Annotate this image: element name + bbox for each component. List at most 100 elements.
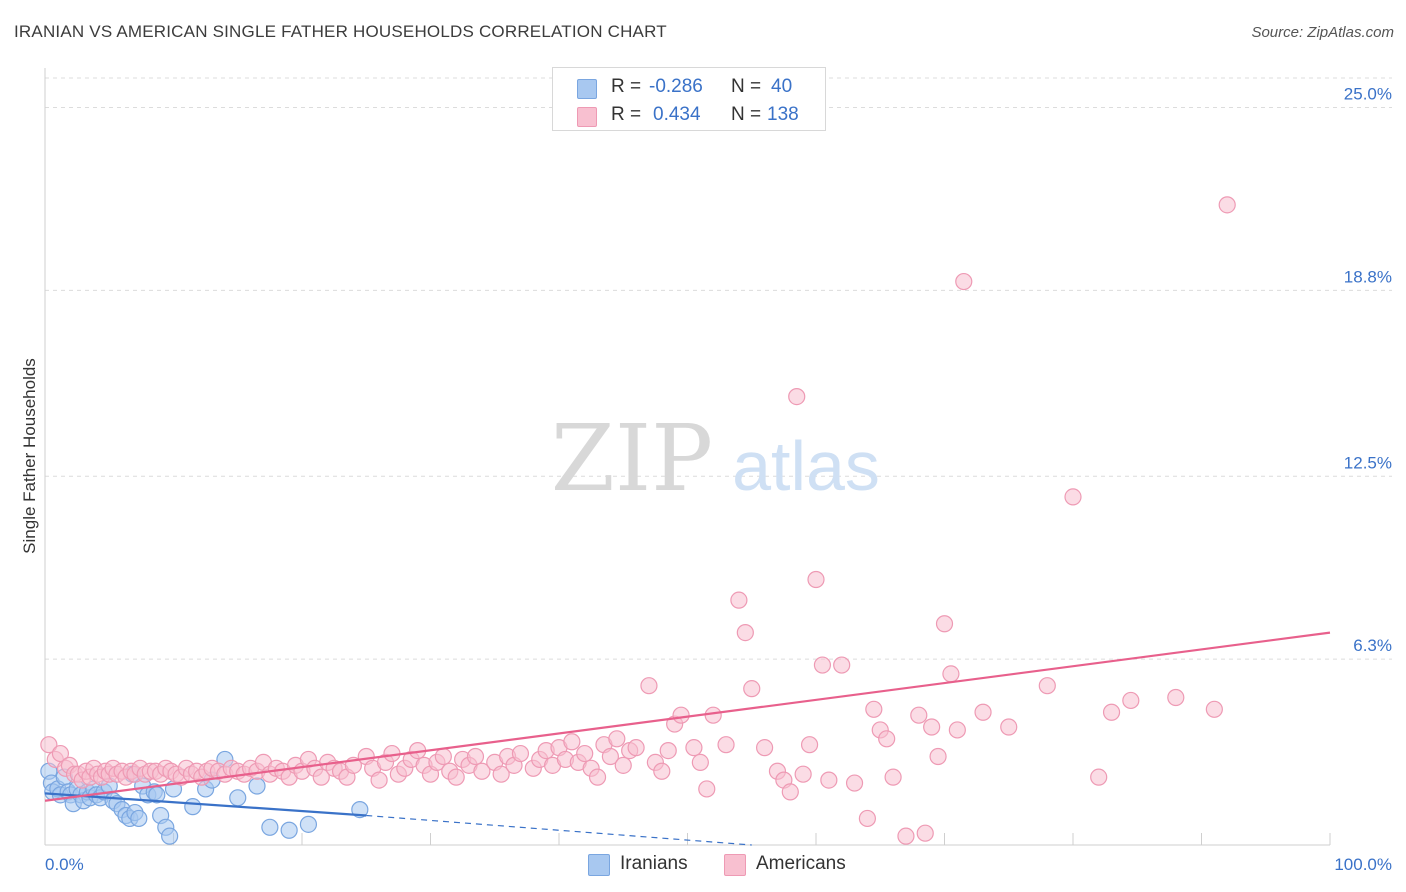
iranian-trend-line	[44, 792, 367, 817]
american-point	[608, 730, 626, 748]
legend-n-label: N =	[731, 104, 762, 125]
watermark-atlas: atlas	[732, 427, 880, 505]
x-tick-label-0: 0.0%	[45, 855, 84, 874]
tick-labels: 6.3% 12.5% 18.8% 25.0% 0.0% 100.0%	[45, 85, 1392, 875]
bottom-legend-label-iranians: Iranians	[620, 853, 688, 874]
chart-title: IRANIAN VS AMERICAN SINGLE FATHER HOUSEH…	[14, 22, 667, 41]
american-point	[1205, 700, 1223, 718]
american-point	[1102, 703, 1121, 721]
american-point	[897, 827, 915, 845]
legend-row-americans: R = 0.434 N = 138	[553, 101, 825, 129]
y-tick-label-1: 12.5%	[1344, 453, 1392, 472]
iranian-point	[280, 821, 298, 839]
y-tick-label-2: 18.8%	[1344, 267, 1392, 286]
american-point	[466, 747, 485, 766]
trend-lines	[44, 631, 1331, 846]
american-point	[511, 744, 530, 763]
american-point	[807, 570, 825, 589]
american-point	[942, 665, 960, 683]
iranian-point	[229, 789, 247, 807]
american-point	[1000, 718, 1018, 736]
american-point	[1064, 488, 1082, 506]
x-tick-label-1: 100.0%	[1334, 855, 1392, 874]
american-point	[730, 591, 748, 609]
y-tick-label-3: 25.0%	[1344, 85, 1392, 104]
source-credit: Source: ZipAtlas.com	[1251, 24, 1394, 41]
american-point	[1090, 768, 1108, 786]
data-points	[40, 196, 1236, 845]
american-point	[1038, 677, 1056, 695]
y-tick-label-0: 6.3%	[1353, 636, 1392, 655]
american-point	[627, 739, 645, 757]
american-point	[1218, 196, 1236, 214]
american-point	[878, 730, 896, 748]
iranian-point	[261, 818, 279, 836]
iranian-point	[161, 827, 179, 845]
iranian-point	[248, 777, 266, 795]
american-point	[910, 706, 928, 724]
american-point	[929, 747, 947, 766]
american-point	[974, 703, 992, 721]
american-point	[800, 736, 819, 754]
american-point	[447, 768, 465, 786]
american-point	[312, 768, 330, 786]
american-point	[833, 656, 851, 674]
gridlines	[45, 77, 1392, 660]
american-point	[717, 736, 735, 754]
american-point	[434, 747, 452, 766]
american-point	[1122, 691, 1140, 710]
american-point	[698, 780, 716, 798]
stats-legend: R = -0.286 N = 40 R = 0.434 N = 138	[552, 67, 826, 131]
american-point	[813, 656, 832, 674]
legend-n-value-iranians: 40	[771, 76, 793, 97]
american-point	[40, 736, 58, 754]
iranian-point	[351, 800, 369, 819]
iranian-point	[299, 815, 318, 833]
american-point	[672, 706, 690, 724]
american-point	[563, 733, 581, 751]
american-point	[865, 700, 883, 718]
american-point	[370, 771, 388, 789]
american-point	[653, 762, 671, 780]
american-point	[948, 721, 966, 739]
legend-n-label: N =	[731, 76, 762, 97]
iranian-point	[130, 809, 148, 828]
legend-r-value-iranians: -0.286	[649, 76, 703, 97]
american-point	[923, 718, 941, 736]
american-point	[614, 756, 632, 774]
legend-r-value-americans: 0.434	[653, 104, 701, 125]
american-point	[704, 706, 722, 724]
bottom-legend-swatch-iranians	[588, 854, 610, 876]
bottom-legend-label-americans: Americans	[756, 853, 846, 874]
legend-swatch-americans	[577, 107, 597, 127]
american-point	[845, 774, 864, 792]
american-point	[736, 623, 754, 642]
american-point	[884, 768, 902, 786]
american-point	[916, 824, 934, 842]
legend-row-iranians: R = -0.286 N = 40	[553, 73, 825, 101]
american-point	[788, 388, 806, 406]
american-point	[820, 771, 838, 789]
legend-r-label: R =	[611, 104, 642, 125]
american-point	[473, 762, 491, 780]
american-point	[492, 765, 510, 783]
american-point	[640, 677, 658, 695]
american-point	[576, 744, 594, 763]
legend-r-label: R =	[611, 76, 642, 97]
legend-n-value-americans: 138	[767, 104, 799, 125]
american-point	[685, 739, 703, 757]
iranian-point	[184, 798, 202, 816]
american-point	[659, 741, 677, 760]
american-point	[743, 680, 761, 698]
american-point	[781, 783, 799, 801]
american-point	[691, 753, 709, 772]
american-point	[858, 809, 877, 828]
american-point	[955, 272, 973, 291]
american-point	[755, 739, 774, 757]
american-point	[1167, 688, 1185, 707]
bottom-legend-swatch-americans	[724, 854, 746, 876]
iranian-trend-extension	[366, 814, 752, 846]
axes	[44, 68, 1331, 846]
american-point	[935, 615, 954, 633]
